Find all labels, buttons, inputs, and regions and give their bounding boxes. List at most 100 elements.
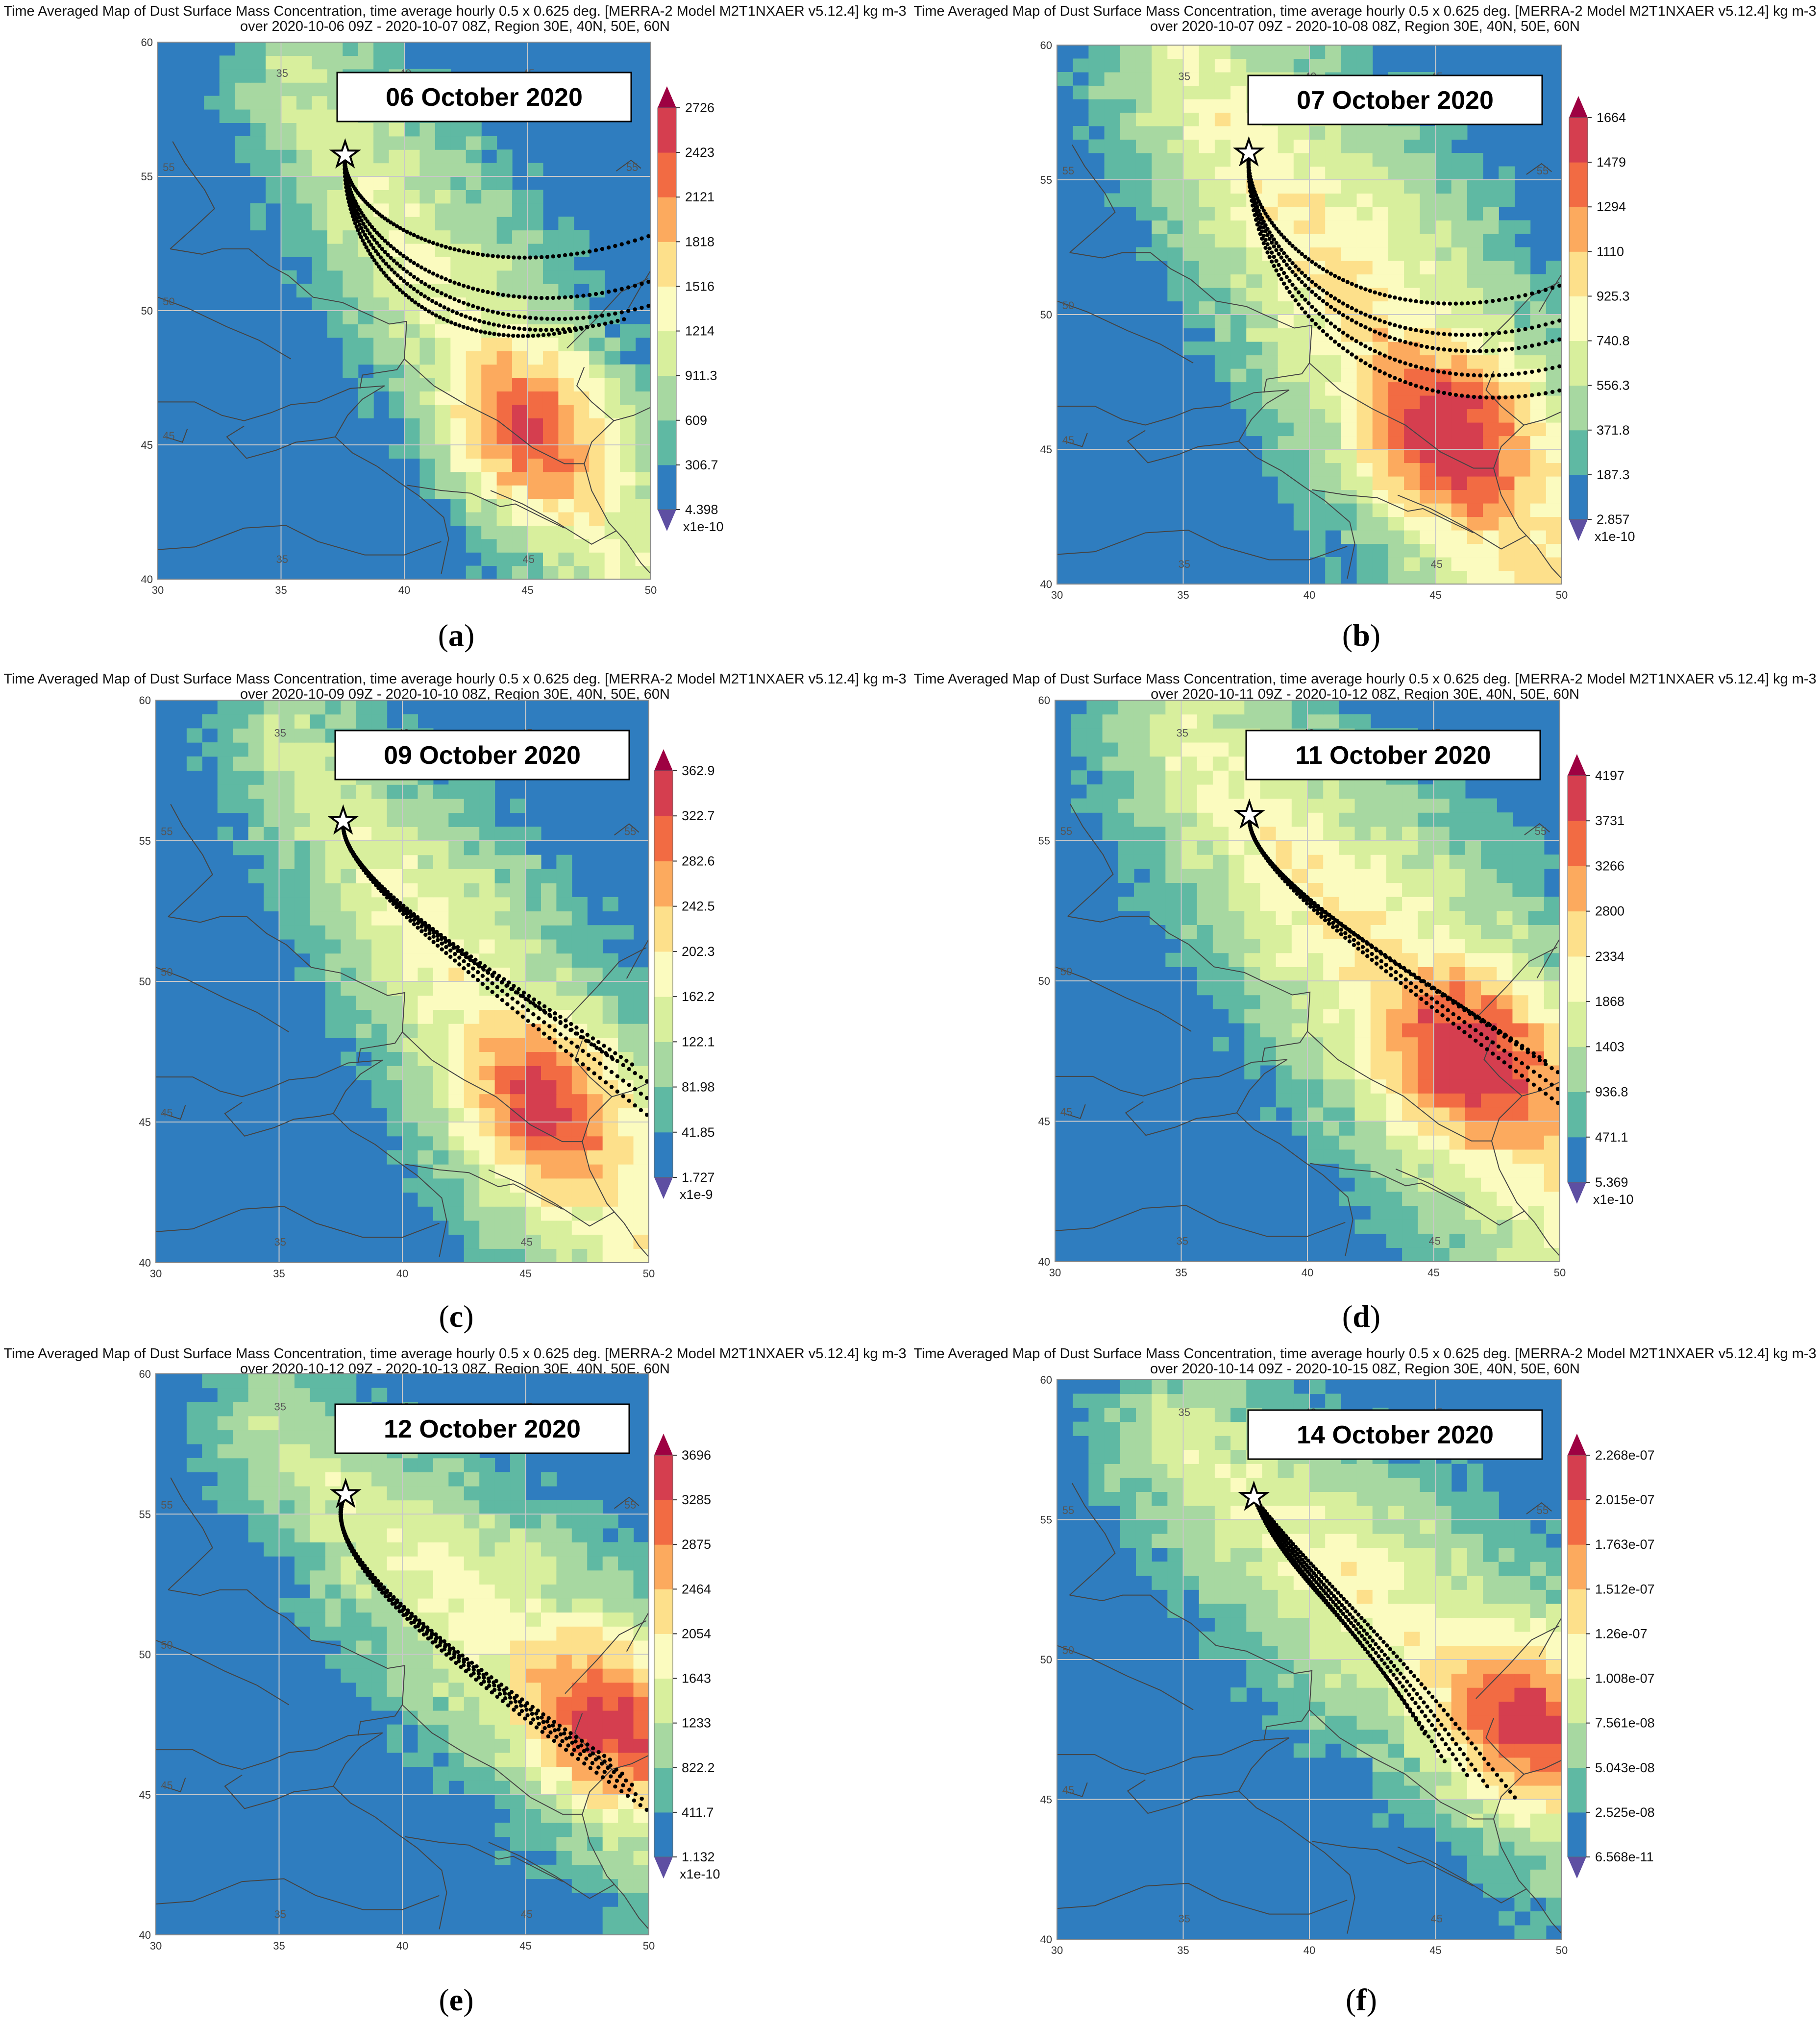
concentration-cell (1244, 897, 1261, 911)
concentration-cell (620, 525, 636, 539)
concentration-cell (496, 270, 513, 284)
trajectory-point (466, 250, 470, 255)
concentration-cell (1229, 910, 1245, 925)
concentration-cell (1276, 1079, 1292, 1094)
concentration-cell (558, 525, 574, 539)
concentration-cell (618, 1234, 634, 1249)
trajectory-point (575, 251, 580, 256)
trajectory-point (609, 320, 614, 325)
concentration-cell (1512, 854, 1529, 869)
concentration-cell (1370, 1051, 1387, 1066)
trajectory-point (1557, 364, 1562, 368)
concentration-cell (1341, 58, 1357, 73)
concentration-cell (325, 925, 341, 940)
concentration-cell (1499, 247, 1515, 261)
concentration-cell (1183, 72, 1200, 86)
concentration-cell (1276, 840, 1292, 855)
trajectory-point (1543, 1059, 1548, 1063)
concentration-cell (448, 897, 465, 912)
concentration-cell (1165, 925, 1182, 939)
trajectory-point (1360, 945, 1365, 949)
concentration-cell (1135, 126, 1152, 140)
trajectory-point (1335, 924, 1339, 928)
concentration-cell (325, 1024, 341, 1038)
trajectory-point (394, 900, 398, 904)
coastline (158, 525, 442, 556)
concentration-cell (1181, 882, 1198, 897)
trajectory-point (392, 246, 396, 251)
concentration-cell (618, 1178, 634, 1193)
trajectory-point (1530, 291, 1534, 296)
concentration-cell (419, 471, 436, 486)
concentration-cell (571, 1248, 588, 1263)
concentration-cell (327, 257, 343, 271)
concentration-cell (418, 784, 434, 799)
concentration-cell (541, 911, 557, 926)
concentration-cell (294, 742, 310, 757)
concentration-cell (402, 1136, 418, 1150)
grid-label: 45 (523, 553, 535, 565)
trajectory-point (443, 244, 448, 249)
concentration-cell (1530, 355, 1547, 369)
concentration-cell (1483, 570, 1499, 584)
trajectory-point (461, 300, 466, 305)
concentration-cell (1483, 422, 1499, 437)
concentration-cell (466, 445, 482, 459)
concentration-cell (633, 1024, 649, 1038)
trajectory-point (1429, 1005, 1434, 1009)
concentration-cell (1404, 395, 1420, 410)
concentration-cell (496, 297, 513, 311)
trajectory-point (1537, 1073, 1542, 1078)
trajectory-point (1409, 981, 1413, 986)
concentration-cell (1325, 409, 1341, 423)
concentration-cell (1197, 967, 1213, 981)
trajectory-point (492, 332, 496, 336)
trajectory-point (408, 272, 413, 277)
concentration-cell (1230, 72, 1247, 86)
concentration-cell (1291, 784, 1308, 799)
concentration-cell (1229, 1009, 1245, 1024)
trajectory-point (1269, 220, 1274, 225)
concentration-cell (494, 1009, 511, 1024)
trajectory-point (1459, 348, 1464, 353)
concentration-cell (1293, 476, 1310, 490)
concentration-cell (1230, 99, 1247, 113)
concentration-cell (1372, 126, 1389, 140)
concentration-cell (358, 337, 374, 351)
concentration-cell (1433, 1177, 1450, 1192)
concentration-cell (1339, 1107, 1355, 1122)
concentration-cell (556, 939, 572, 954)
concentration-cell (1418, 1121, 1434, 1136)
trajectory-point (1253, 190, 1257, 195)
concentration-cell (1546, 301, 1562, 315)
trajectory-point (1387, 373, 1392, 378)
concentration-cell (1497, 897, 1513, 911)
concentration-cell (1133, 728, 1150, 743)
concentration-cell (1293, 45, 1310, 59)
trajectory-point (372, 258, 377, 263)
concentration-cell (1150, 742, 1166, 757)
concentration-cell (494, 1150, 511, 1165)
concentration-cell (248, 812, 264, 827)
concentration-cell (1120, 45, 1136, 59)
concentration-cell (464, 897, 480, 912)
concentration-cell (541, 883, 557, 898)
concentration-cell (558, 471, 574, 486)
concentration-cell (310, 953, 326, 968)
concentration-cell (1499, 516, 1515, 531)
concentration-cell (1118, 812, 1134, 827)
concentration-cell (1433, 897, 1450, 911)
concentration-cell (1181, 939, 1198, 953)
trajectory-point (430, 311, 435, 316)
grid-label: 35 (1179, 558, 1190, 570)
concentration-cell (1323, 882, 1339, 897)
trajectory-point (622, 317, 626, 321)
concentration-cell (1339, 952, 1355, 967)
concentration-cell (1372, 274, 1389, 288)
concentration-cell (1420, 557, 1436, 571)
concentration-cell (525, 883, 541, 898)
concentration-cell (1341, 247, 1357, 261)
concentration-cell (1133, 700, 1150, 715)
concentration-cell (1449, 1037, 1466, 1051)
concentration-cell (1118, 897, 1134, 911)
